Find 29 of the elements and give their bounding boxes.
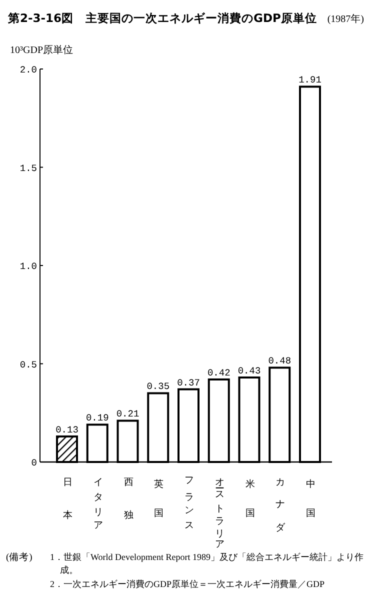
y-tick-label: 1.5 (20, 162, 38, 174)
data-label: 0.13 (56, 424, 79, 436)
data-label: 0.48 (268, 356, 292, 367)
text: 1．世銀「World Development Report 1989」及び「総合エネルギー統計」より作成。 (50, 552, 364, 575)
x-tick-label: オーストラリア (214, 470, 225, 548)
x-tick-label: 英国 (153, 470, 164, 532)
x-tick-label: フランス (184, 470, 194, 530)
text: (備考) (6, 551, 32, 563)
data-label: 0.19 (86, 412, 110, 424)
y-tick-label: 2.0 (20, 64, 38, 76)
x-tick-label: 中国 (305, 470, 316, 532)
data-label: 0.43 (238, 366, 261, 377)
data-label: 0.42 (207, 367, 231, 378)
y-axis-title: 10³GDP原単位 (10, 44, 74, 56)
x-tick-label: 米国 (244, 470, 256, 532)
y-tick-label: 0.5 (20, 359, 38, 370)
x-tick-label: イタリア (92, 470, 104, 530)
x-tick-label: カナダ (274, 470, 286, 536)
y-tick-label: 1.0 (20, 261, 38, 272)
text: 2．一次エネルギー消費のGDP原単位＝一次エネルギー消費量／GDP (50, 579, 325, 589)
data-label: 0.35 (146, 381, 170, 392)
data-label: 0.37 (177, 377, 200, 388)
x-tick-label: 西独 (122, 470, 134, 532)
y-tick-label: 0 (31, 458, 38, 468)
chart-title: 第2-3-16図 主要国の一次エネルギー消費のGDP原単位 (7, 11, 317, 25)
data-label: 0.21 (116, 408, 140, 420)
x-tick-label: 日本 (62, 470, 73, 532)
data-label: 1.91 (298, 74, 322, 86)
chart-subtitle: (1987年) (327, 13, 364, 25)
